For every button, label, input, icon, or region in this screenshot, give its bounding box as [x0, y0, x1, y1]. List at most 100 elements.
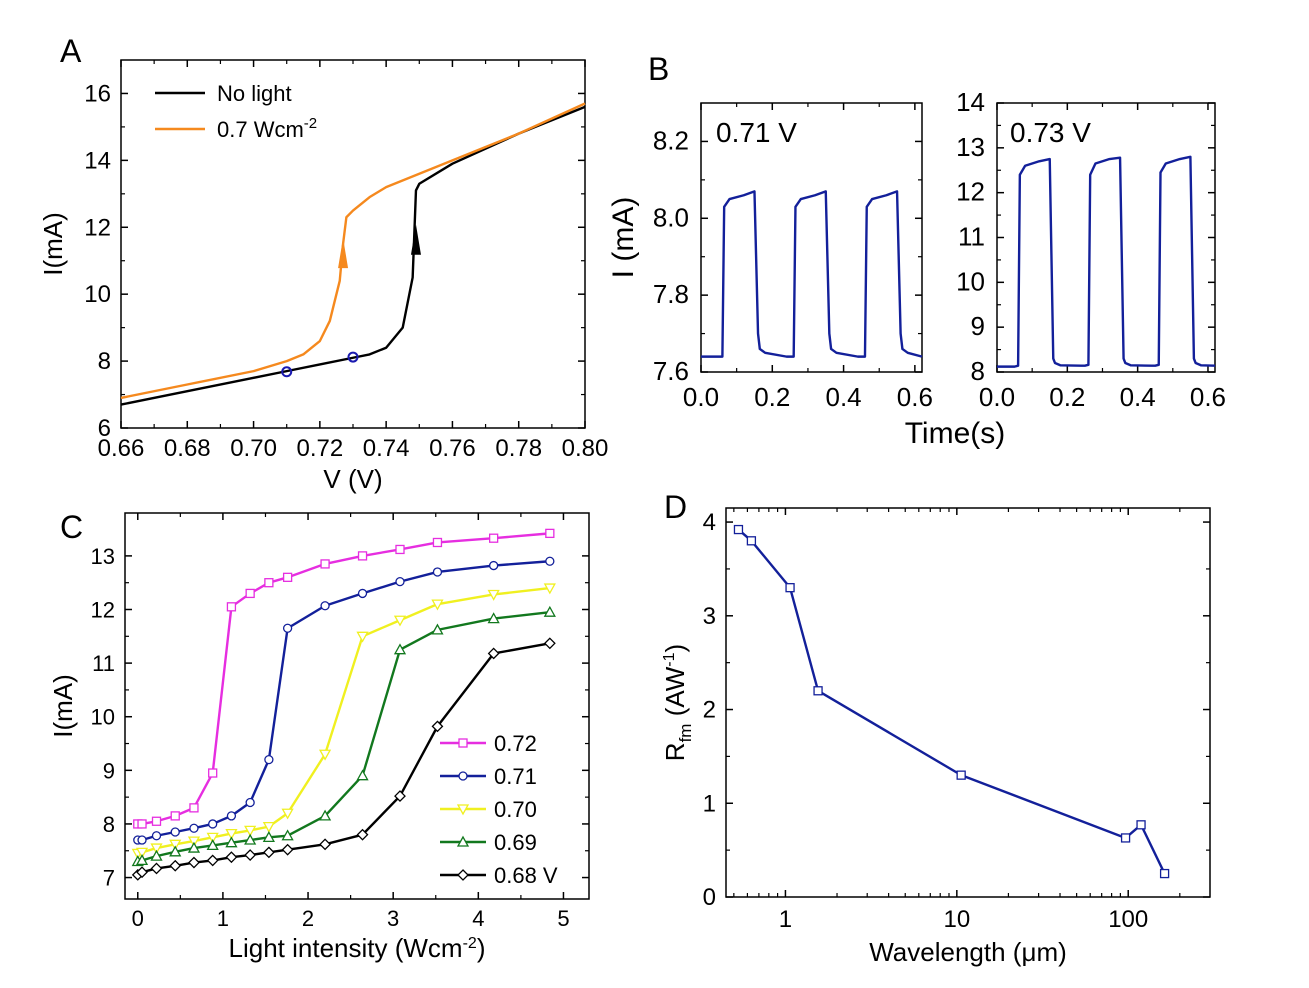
legend-label-no-light: No light	[217, 81, 292, 106]
data-point	[488, 560, 499, 571]
responsivity-point	[1136, 820, 1146, 830]
data-point	[487, 647, 500, 660]
data-point	[320, 559, 330, 569]
panel-letter-a: A	[60, 33, 82, 69]
data-point	[543, 605, 556, 617]
legend-marker	[456, 804, 470, 816]
y-tick-label: 8.0	[653, 202, 689, 232]
series-line-072	[137, 532, 550, 826]
chart-b1: 0.0 0.2 0.4 0.6 7.6 7.8 8.0 8.2 0.71 V I (mA)	[607, 102, 933, 412]
data-point	[225, 828, 238, 840]
panel-letter-b: B	[648, 51, 669, 87]
responsivity-point	[785, 583, 795, 593]
data-point	[431, 599, 444, 611]
y-tick-label: 8	[98, 348, 111, 375]
y-tick-label: 12	[84, 214, 111, 241]
data-point	[244, 833, 257, 845]
x-tick-label: 0.0	[683, 382, 719, 412]
legend-label: 0.69	[494, 830, 537, 855]
data-point	[244, 849, 257, 861]
y-axis-label-c: I(mA)	[48, 674, 78, 738]
responsivity-point	[1120, 833, 1131, 843]
x-axis-label-d: Wavelength (μm)	[869, 937, 1067, 967]
x-axis-label-b: Time(s)	[905, 417, 1006, 450]
data-point	[188, 856, 200, 869]
data-point	[137, 835, 147, 845]
data-point	[150, 849, 163, 861]
x-tick-label: 100	[1108, 906, 1148, 933]
data-point	[394, 790, 406, 802]
series-line-069	[137, 610, 550, 863]
x-tick-label: 0.6	[897, 382, 933, 412]
data-point	[264, 754, 274, 765]
data-point	[135, 847, 149, 859]
data-point	[262, 831, 275, 842]
y-tick-label: 7.8	[653, 279, 689, 309]
data-point	[356, 769, 369, 781]
x-tick-label: 4	[472, 906, 484, 931]
chart-b2: 0.0 0.2 0.4 0.6 8 9 10 11 12 13 14 0.73 V Time(s)	[905, 87, 1226, 450]
legend-label: 0.72	[494, 731, 537, 756]
y-tick-label: 13	[956, 132, 985, 162]
legend-label: 0.71	[494, 764, 537, 789]
arrow-head	[338, 238, 349, 269]
y-tick-label: 9	[103, 758, 115, 783]
y-tick-label: 11	[958, 222, 985, 252]
y-tick-label: 8	[971, 356, 985, 386]
responsivity-line	[737, 528, 1166, 875]
voltage-annotation-073: 0.73 V	[1010, 117, 1091, 148]
y-axis-label: I(mA)	[38, 212, 68, 276]
x-tick-label: 5	[557, 906, 569, 931]
legend-label: 0.68 V	[494, 863, 558, 888]
y-tick-label: 3	[703, 603, 716, 630]
data-point	[187, 841, 201, 853]
data-point	[169, 845, 182, 857]
data-point	[262, 846, 275, 859]
marker-circle	[281, 366, 293, 378]
y-tick-label: 14	[956, 87, 985, 117]
responsivity-point	[733, 524, 744, 535]
data-point	[151, 816, 162, 826]
data-point	[226, 602, 237, 612]
data-point	[135, 854, 149, 866]
x-axis-label: V (V)	[323, 464, 382, 494]
data-point	[431, 623, 444, 635]
y-tick-label: 14	[84, 147, 111, 174]
data-point	[432, 567, 443, 577]
data-point	[431, 720, 444, 733]
data-point	[208, 819, 218, 829]
y-tick-label: 4	[703, 509, 716, 536]
data-point	[432, 537, 443, 548]
x-tick-label: 2	[302, 906, 314, 931]
legend-marker	[457, 869, 469, 881]
marker-circle	[347, 351, 359, 363]
panel-letter-c: C	[60, 509, 83, 545]
data-point	[393, 615, 407, 627]
x-tick-label: 10	[943, 906, 970, 933]
x-tick-label: 0.2	[754, 382, 790, 412]
y-tick-label: 7	[103, 866, 115, 891]
series-line-070	[137, 586, 550, 855]
data-point	[395, 576, 405, 587]
data-point	[245, 588, 255, 599]
data-point	[208, 768, 218, 778]
y-tick-label: 6	[98, 415, 111, 442]
data-point	[543, 583, 556, 595]
y-tick-label: 12	[91, 598, 115, 623]
chart-a: 0.66 0.68 0.70 0.72 0.74 0.76 0.78 0.80 6 8 10 12 14…	[38, 59, 609, 494]
x-tick-label: 0.80	[562, 435, 609, 462]
y-tick-label: 11	[92, 651, 115, 676]
data-point	[281, 829, 294, 841]
data-point	[225, 851, 238, 864]
y-tick-label: 12	[956, 177, 985, 207]
data-point	[320, 601, 330, 611]
chart-d: 1 10 100 0 1 2 3 4 Wavelength (μm) Rfm (AW-1)	[660, 507, 1211, 967]
y-tick-label: 8	[103, 812, 115, 837]
data-point	[543, 637, 556, 650]
data-point	[545, 528, 555, 539]
data-point	[206, 854, 219, 867]
x-tick-label: 0.6	[1190, 382, 1226, 412]
iv-curve-1	[120, 102, 586, 400]
